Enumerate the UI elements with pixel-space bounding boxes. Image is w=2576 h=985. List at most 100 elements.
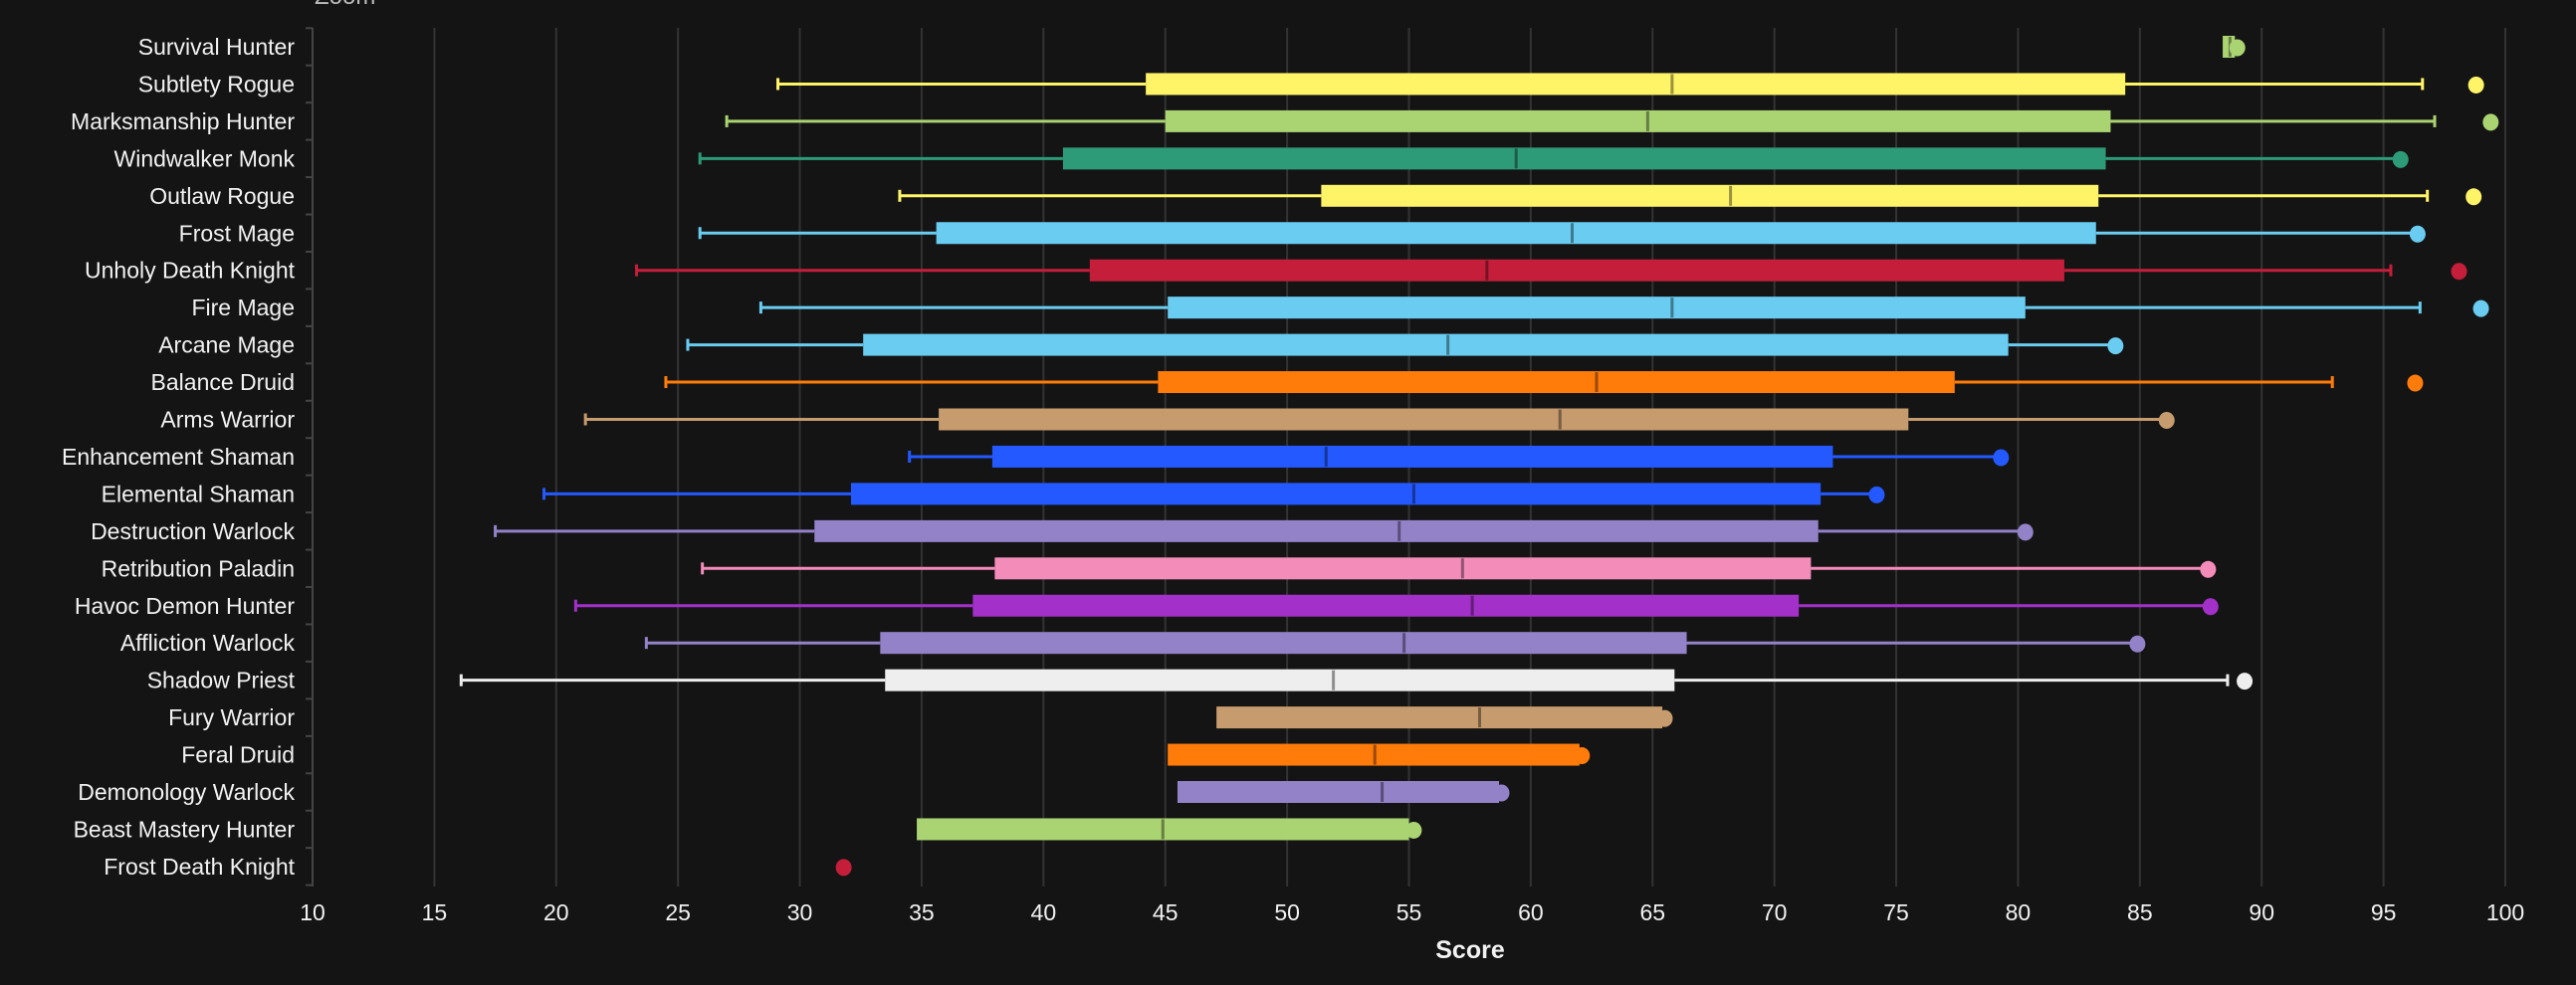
row-label: Destruction Warlock — [91, 518, 295, 544]
row-label: Demonology Warlock — [78, 779, 295, 805]
row-frost-mage[interactable]: Frost Mage — [179, 220, 2426, 246]
row-label: Fire Mage — [191, 295, 295, 320]
data-point[interactable] — [2200, 560, 2217, 578]
x-tick-label: 85 — [2127, 899, 2153, 925]
data-point[interactable] — [1993, 449, 2010, 467]
row-retribution-paladin[interactable]: Retribution Paladin — [102, 555, 2217, 581]
data-point[interactable] — [2466, 188, 2482, 206]
data-point[interactable] — [2407, 374, 2424, 392]
data-point[interactable] — [2468, 76, 2484, 94]
iqr-box[interactable] — [1158, 371, 1955, 394]
data-point[interactable] — [2392, 150, 2409, 168]
iqr-box[interactable] — [994, 557, 1812, 580]
row-label: Retribution Paladin — [102, 555, 295, 581]
row-unholy-death-knight[interactable]: Unholy Death Knight — [85, 258, 2468, 284]
row-affliction-warlock[interactable]: Affliction Warlock — [120, 630, 2146, 656]
data-point[interactable] — [2472, 299, 2489, 317]
zoom-label[interactable]: Zoom — [315, 0, 375, 10]
iqr-box[interactable] — [1168, 296, 2026, 319]
data-point[interactable] — [2229, 39, 2246, 57]
data-point[interactable] — [2451, 263, 2468, 281]
row-elemental-shaman[interactable]: Elemental Shaman — [102, 481, 1885, 506]
row-label: Unholy Death Knight — [85, 258, 296, 284]
row-label: Arcane Mage — [158, 332, 295, 358]
x-tick-label: 65 — [1639, 899, 1665, 925]
row-beast-mastery-hunter[interactable]: Beast Mastery Hunter — [74, 816, 1422, 842]
data-point[interactable] — [2202, 598, 2219, 616]
row-label: Affliction Warlock — [120, 630, 296, 656]
x-axis-ticks: 10 15 20 25 30 35 40 45 50 55 60 65 70 75 80 85 90 95 100 — [300, 899, 2524, 925]
data-point[interactable] — [835, 859, 852, 877]
row-label: Feral Druid — [181, 742, 295, 768]
data-point[interactable] — [2482, 113, 2499, 131]
row-label: Windwalker Monk — [114, 145, 296, 171]
row-label: Shadow Priest — [147, 668, 296, 693]
row-subtlety-rogue[interactable]: Subtlety Rogue — [138, 71, 2484, 97]
x-tick-label: 90 — [2249, 899, 2274, 925]
data-point[interactable] — [1868, 486, 1885, 503]
iqr-box[interactable] — [1321, 184, 2099, 207]
row-label: Survival Hunter — [138, 34, 296, 60]
x-tick-label: 15 — [422, 899, 448, 925]
row-outlaw-rogue[interactable]: Outlaw Rogue — [149, 183, 2482, 209]
row-demonology-warlock[interactable]: Demonology Warlock — [78, 779, 1510, 805]
data-point[interactable] — [2107, 337, 2124, 355]
x-tick-label: 35 — [909, 899, 935, 925]
data-point[interactable] — [2017, 523, 2034, 541]
data-point[interactable] — [1493, 784, 1510, 802]
row-arms-warrior[interactable]: Arms Warrior — [160, 407, 2175, 433]
iqr-box[interactable] — [1062, 147, 2106, 170]
iqr-box[interactable] — [936, 222, 2096, 245]
row-fire-mage[interactable]: Fire Mage — [191, 295, 2489, 320]
iqr-box[interactable] — [1216, 706, 1663, 729]
row-label: Arms Warrior — [160, 407, 295, 433]
iqr-box[interactable] — [972, 594, 1800, 617]
row-frost-death-knight[interactable]: Frost Death Knight — [104, 854, 852, 880]
x-tick-label: 50 — [1274, 899, 1300, 925]
x-tick-label: 75 — [1883, 899, 1909, 925]
row-marksmanship-hunter[interactable]: Marksmanship Hunter — [71, 108, 2499, 134]
row-label: Outlaw Rogue — [149, 183, 295, 209]
row-label: Fury Warrior — [168, 704, 295, 730]
data-point[interactable] — [2129, 635, 2146, 653]
data-point[interactable] — [1656, 709, 1673, 727]
data-point[interactable] — [1574, 747, 1591, 765]
iqr-box[interactable] — [885, 669, 1675, 691]
iqr-box[interactable] — [1146, 73, 2126, 96]
x-tick-label: 10 — [300, 899, 325, 925]
row-enhancement-shaman[interactable]: Enhancement Shaman — [62, 444, 2010, 470]
x-tick-label: 100 — [2486, 899, 2524, 925]
row-label: Beast Mastery Hunter — [74, 816, 296, 842]
row-fury-warrior[interactable]: Fury Warrior — [168, 704, 1673, 730]
row-label: Enhancement Shaman — [62, 444, 295, 470]
data-point[interactable] — [2237, 673, 2254, 690]
iqr-box[interactable] — [863, 333, 2009, 356]
x-tick-label: 70 — [1762, 899, 1788, 925]
iqr-box[interactable] — [1165, 109, 2111, 132]
x-tick-label: 45 — [1153, 899, 1179, 925]
row-label: Elemental Shaman — [102, 481, 295, 506]
row-feral-druid[interactable]: Feral Druid — [181, 742, 1591, 768]
x-tick-label: 80 — [2006, 899, 2032, 925]
iqr-box[interactable] — [1089, 259, 2064, 282]
row-destruction-warlock[interactable]: Destruction Warlock — [91, 518, 2034, 544]
iqr-box[interactable] — [1177, 781, 1500, 803]
row-havoc-demon-hunter[interactable]: Havoc Demon Hunter — [75, 593, 2219, 619]
iqr-box[interactable] — [850, 483, 1822, 505]
data-point[interactable] — [2409, 225, 2426, 243]
row-label: Marksmanship Hunter — [71, 108, 295, 134]
iqr-box[interactable] — [880, 632, 1687, 655]
row-windwalker-monk[interactable]: Windwalker Monk — [114, 145, 2409, 171]
x-tick-label: 55 — [1396, 899, 1422, 925]
row-balance-druid[interactable]: Balance Druid — [151, 369, 2424, 395]
y-axis — [306, 27, 314, 886]
row-shadow-priest[interactable]: Shadow Priest — [147, 668, 2254, 693]
iqr-box[interactable] — [814, 519, 1819, 542]
row-survival-hunter[interactable]: Survival Hunter — [138, 34, 2246, 60]
data-point[interactable] — [1405, 821, 1422, 839]
row-arcane-mage[interactable]: Arcane Mage — [158, 332, 2124, 358]
data-point[interactable] — [2158, 412, 2175, 429]
iqr-box[interactable] — [991, 445, 1833, 468]
iqr-box[interactable] — [939, 408, 1909, 431]
